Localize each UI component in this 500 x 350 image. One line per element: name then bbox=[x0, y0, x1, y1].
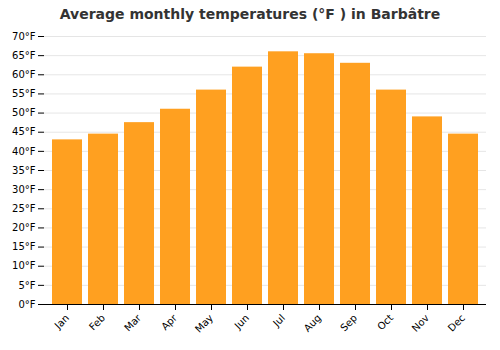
svg-text:Aug: Aug bbox=[302, 312, 324, 334]
svg-text:Oct: Oct bbox=[375, 312, 395, 332]
svg-text:25°F: 25°F bbox=[12, 203, 36, 214]
svg-text:Mar: Mar bbox=[122, 312, 144, 334]
svg-text:5°F: 5°F bbox=[18, 280, 35, 291]
svg-text:60°F: 60°F bbox=[12, 69, 36, 80]
svg-text:Jan: Jan bbox=[52, 312, 71, 331]
svg-text:50°F: 50°F bbox=[12, 107, 36, 118]
svg-text:40°F: 40°F bbox=[12, 146, 36, 157]
svg-text:Dec: Dec bbox=[446, 312, 467, 333]
svg-text:70°F: 70°F bbox=[12, 31, 36, 42]
svg-text:30°F: 30°F bbox=[12, 184, 36, 195]
svg-text:65°F: 65°F bbox=[12, 50, 36, 61]
svg-text:Apr: Apr bbox=[159, 312, 180, 333]
svg-text:Jul: Jul bbox=[270, 312, 287, 329]
svg-text:May: May bbox=[193, 312, 215, 334]
svg-text:Feb: Feb bbox=[87, 312, 107, 332]
svg-text:15°F: 15°F bbox=[12, 241, 36, 252]
svg-text:Nov: Nov bbox=[410, 312, 432, 334]
svg-text:45°F: 45°F bbox=[12, 126, 36, 137]
svg-text:35°F: 35°F bbox=[12, 165, 36, 176]
svg-text:Jun: Jun bbox=[232, 312, 252, 332]
svg-text:20°F: 20°F bbox=[12, 222, 36, 233]
svg-text:Sep: Sep bbox=[338, 312, 359, 333]
svg-text:10°F: 10°F bbox=[12, 260, 36, 271]
html-text:Average monthly temperatures (: Average monthly temperatures (°F ) in Ba… bbox=[59, 6, 441, 22]
svg-text:0°F: 0°F bbox=[18, 299, 35, 310]
svg-text:55°F: 55°F bbox=[12, 88, 36, 99]
